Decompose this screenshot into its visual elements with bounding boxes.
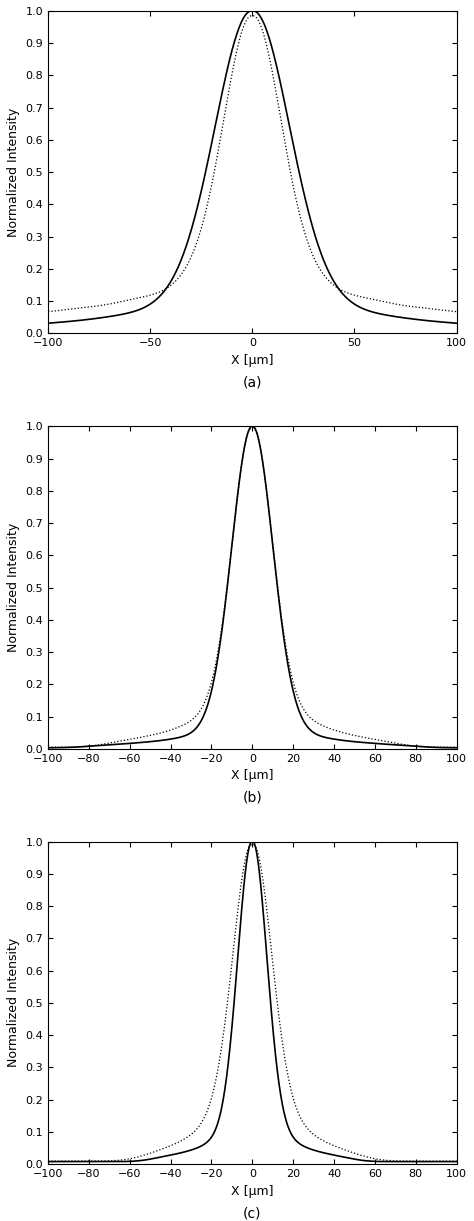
Text: (a): (a) [243, 375, 262, 389]
Y-axis label: Normalized Intensity: Normalized Intensity [7, 107, 20, 237]
Y-axis label: Normalized Intensity: Normalized Intensity [7, 523, 20, 652]
Y-axis label: Normalized Intensity: Normalized Intensity [7, 938, 20, 1067]
X-axis label: X [μm]: X [μm] [231, 354, 273, 366]
Text: (c): (c) [243, 1206, 262, 1220]
Text: (b): (b) [243, 791, 262, 805]
X-axis label: X [μm]: X [μm] [231, 1184, 273, 1198]
X-axis label: X [μm]: X [μm] [231, 769, 273, 783]
